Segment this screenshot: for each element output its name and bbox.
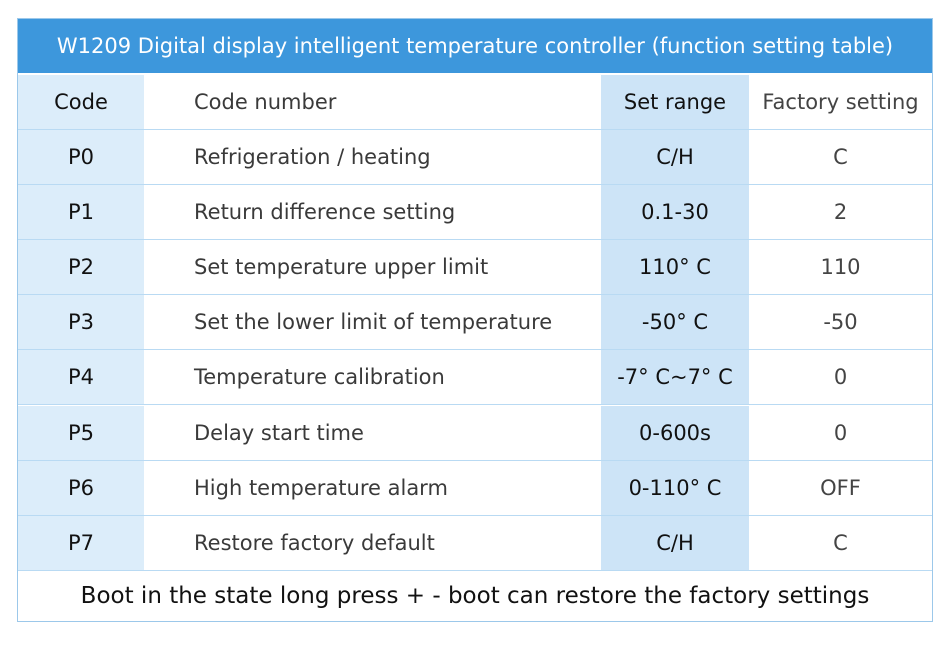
table-cell: P5 [18,405,144,461]
table-title: W1209 Digital display intelligent temper… [18,19,932,73]
table-cell: 0-110° C [601,460,749,516]
table-cell: -50° C [601,295,749,351]
table-cell: -50 [749,295,932,351]
column-header: Code number [144,75,601,130]
table-cell: Refrigeration / heating [144,130,601,186]
table-cell: P7 [18,515,144,571]
footer-note: Boot in the state long press + - boot ca… [80,583,870,609]
table-cell: 0.1-30 [601,185,749,241]
table-cell: P6 [18,460,144,516]
column-header: Code [18,75,144,130]
table-cell: Restore factory default [144,516,601,571]
table-cell: OFF [749,461,932,516]
table-cell: 0-600s [601,405,749,461]
table-cell: P0 [18,130,144,186]
table-cell: 110° C [601,240,749,296]
table-cell: -7° C~7° C [601,350,749,406]
table-cell: Set temperature upper limit [144,240,601,296]
column-header: Set range [601,75,749,130]
table-cell: Temperature calibration [144,350,601,406]
table-cell: 0 [749,406,932,461]
table-cell: Set the lower limit of temperature [144,295,601,351]
table-cell: 110 [749,240,932,296]
table-cell: C/H [601,515,749,571]
table-cell: C/H [601,130,749,186]
table-cell: Return difference setting [144,185,601,241]
table-cell: P4 [18,350,144,406]
table-cell: High temperature alarm [144,461,601,516]
table-cell: P3 [18,295,144,351]
table-cell: C [749,516,932,571]
table-cell: C [749,130,932,186]
table-cell: Delay start time [144,406,601,461]
table-cell: P1 [18,185,144,241]
column-header: Factory setting [749,75,932,130]
table-cell: 2 [749,185,932,241]
table-frame: W1209 Digital display intelligent temper… [17,18,933,622]
table-cell: 0 [749,350,932,406]
table-cell: P2 [18,240,144,296]
